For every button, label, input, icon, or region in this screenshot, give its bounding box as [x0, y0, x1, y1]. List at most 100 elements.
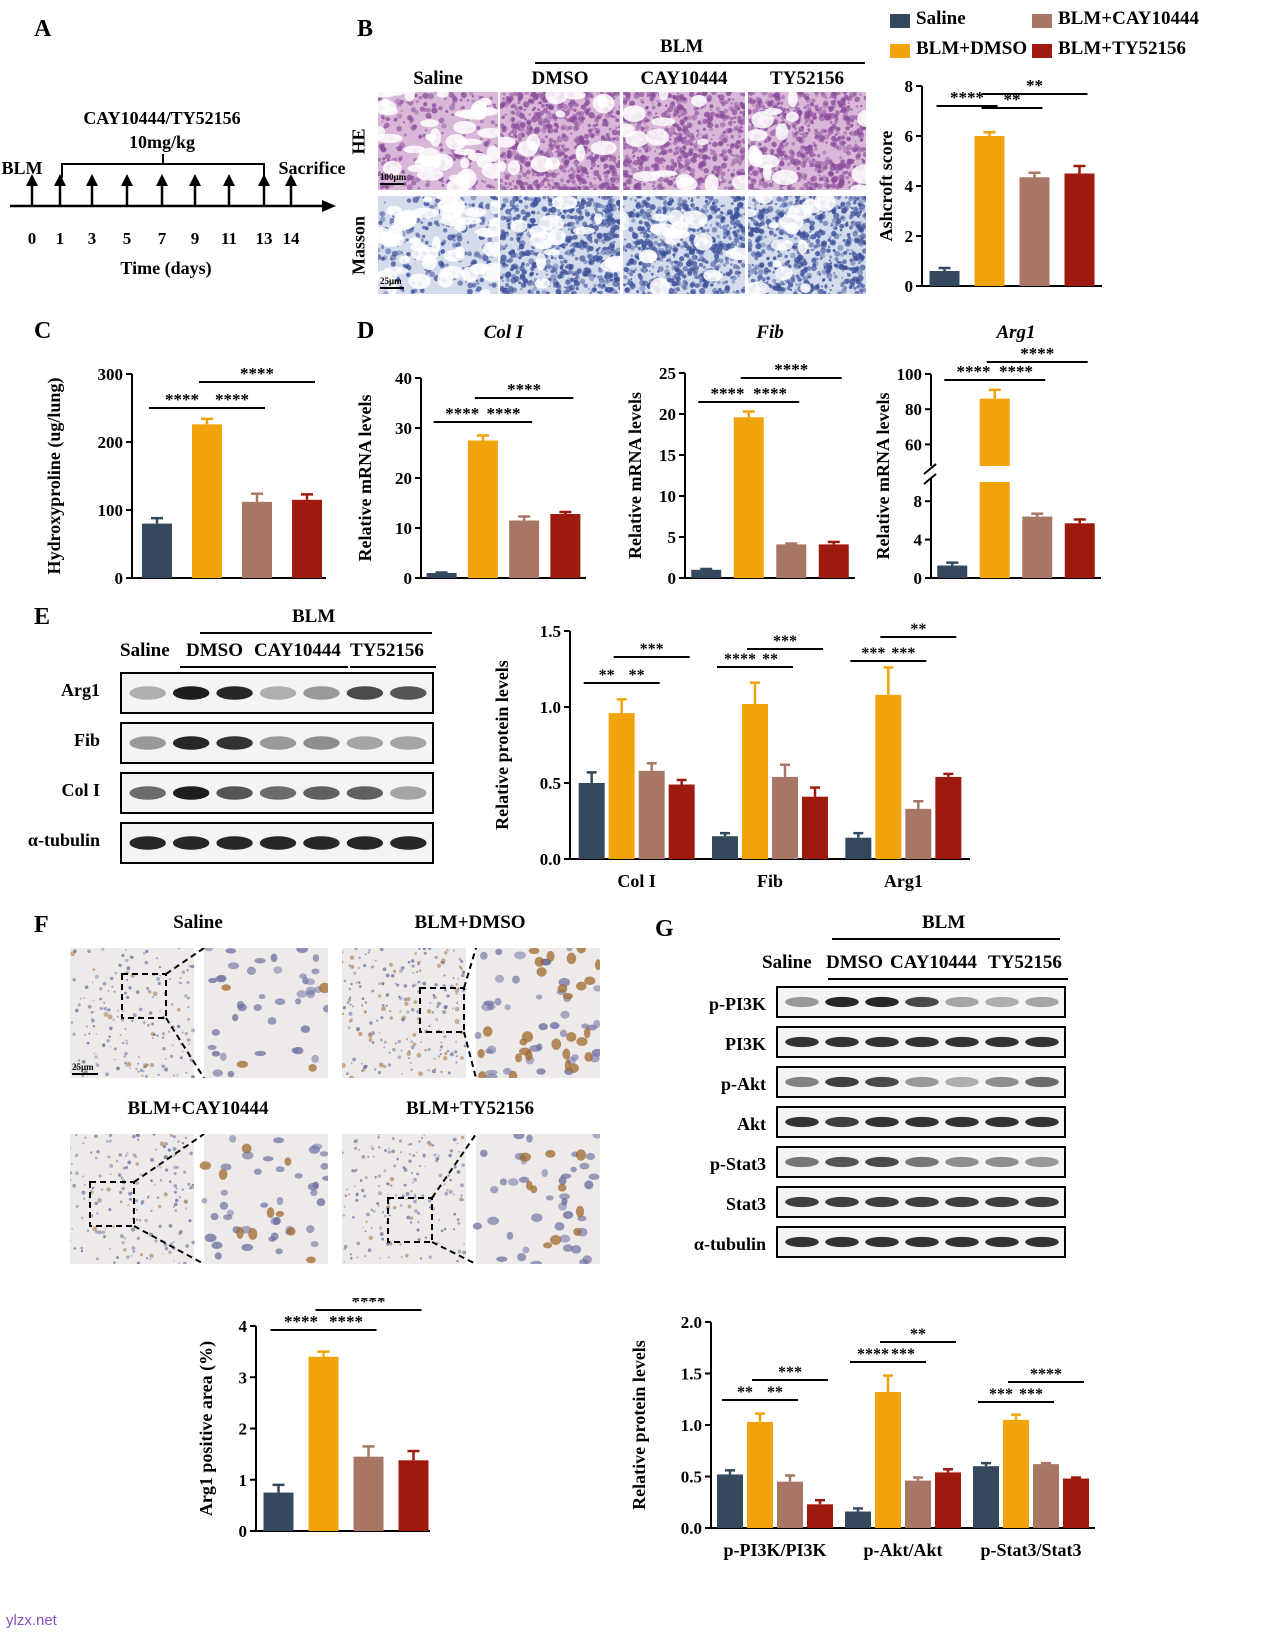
y-tick-label: 15	[659, 446, 676, 465]
histology-image	[748, 92, 866, 190]
tissue-dot	[539, 149, 544, 155]
tissue-dot	[799, 235, 804, 240]
tissue-dot	[734, 229, 740, 235]
tissue-dot	[660, 186, 664, 190]
tissue-dot	[479, 137, 483, 141]
y-axis-label: Relative mRNA levels	[355, 395, 375, 562]
tissue-dot	[846, 248, 850, 252]
tissue-dot	[605, 250, 611, 256]
tissue-dot	[859, 288, 864, 293]
tissue-dot	[593, 169, 600, 177]
tissue-dot	[519, 113, 525, 119]
ihc-cell	[151, 1022, 154, 1026]
tissue-dot	[596, 248, 600, 252]
tissue-dot	[562, 209, 567, 214]
tissue-dot	[546, 147, 553, 153]
tissue-dot	[825, 268, 832, 274]
tissue-dot	[681, 202, 686, 207]
tissue-dot	[675, 147, 678, 150]
bar-saline	[578, 783, 605, 859]
tissue-dot	[842, 259, 847, 265]
tissue-dot	[752, 267, 758, 273]
tissue-dot	[862, 209, 866, 212]
tissue-dot	[726, 272, 731, 277]
tissue-dot	[676, 126, 681, 131]
tissue-dot	[565, 249, 572, 256]
tissue-dot	[415, 233, 421, 239]
blot-band	[259, 786, 297, 800]
tissue-dot	[522, 278, 529, 284]
tissue-dot	[814, 250, 821, 257]
ihc-cell	[81, 1059, 86, 1064]
tissue-dot	[649, 234, 655, 240]
tissue-dot	[641, 228, 648, 235]
tissue-dot	[809, 220, 816, 227]
timeline-tick: 14	[283, 229, 301, 248]
tissue-dot	[742, 196, 745, 200]
tissue-dot	[640, 128, 644, 132]
tissue-dot	[592, 124, 596, 128]
tissue-dot	[830, 222, 834, 227]
tissue-dot	[595, 241, 599, 245]
tissue-dot	[628, 164, 634, 170]
ihc-cell	[168, 1030, 171, 1033]
tissue-dot	[716, 290, 720, 294]
ihc-cell	[131, 1019, 134, 1022]
tissue-dot	[629, 211, 636, 218]
tissue-dot	[677, 96, 680, 99]
tissue-dot	[817, 109, 822, 114]
tissue-dot	[818, 273, 822, 276]
blot-row-label: α-tubulin	[27, 830, 100, 850]
tissue-dot	[397, 113, 403, 119]
tissue-dot	[721, 291, 724, 294]
tissue-dot	[777, 289, 784, 294]
tissue-dot	[456, 235, 463, 242]
ihc-zoom-cell	[306, 990, 316, 999]
tissue-alveolus	[464, 207, 487, 218]
tissue-dot	[570, 118, 576, 123]
ihc-zoom-cell	[211, 1050, 221, 1057]
tissue-dot	[553, 122, 558, 127]
tissue-dot	[557, 291, 562, 294]
ihc-cell	[137, 1062, 140, 1065]
tissue-dot	[542, 140, 546, 144]
tissue-dot	[739, 125, 743, 129]
tissue-dot	[668, 197, 674, 203]
tissue-dot	[737, 118, 743, 124]
tissue-dot	[800, 162, 807, 169]
ihc-cell	[181, 1050, 184, 1053]
tissue-dot	[679, 149, 685, 156]
bar-dmso-upper	[979, 398, 1010, 466]
tissue-alveolus	[552, 196, 578, 210]
tissue-dot	[817, 230, 824, 237]
tissue-dot	[603, 163, 609, 169]
ihc-cell	[156, 977, 161, 981]
tissue-dot	[778, 145, 784, 151]
tissue-dot	[696, 107, 700, 110]
tissue-dot	[607, 230, 613, 237]
tissue-dot	[806, 156, 811, 162]
tissue-dot	[482, 253, 486, 257]
tissue-dot	[531, 261, 537, 267]
tissue-dot	[849, 258, 853, 262]
tissue-dot	[509, 237, 514, 241]
tissue-dot	[400, 109, 403, 112]
tissue-dot	[842, 239, 846, 243]
tissue-dot	[574, 277, 577, 280]
tissue-dot	[579, 135, 584, 140]
tissue-dot	[690, 199, 694, 203]
tissue-dot	[680, 245, 684, 249]
tissue-dot	[596, 233, 603, 240]
ihc-zoom-cell	[312, 954, 320, 962]
tissue-dot	[701, 228, 706, 234]
tissue-dot	[689, 266, 695, 272]
tissue-dot	[715, 170, 721, 177]
tissue-dot	[696, 228, 700, 232]
tissue-dot	[525, 157, 528, 161]
tissue-dot	[644, 238, 650, 244]
tissue-dot	[500, 285, 505, 292]
tissue-dot	[575, 257, 579, 261]
tissue-dot	[516, 236, 521, 241]
tissue-dot	[628, 226, 634, 232]
tissue-dot	[385, 116, 390, 121]
